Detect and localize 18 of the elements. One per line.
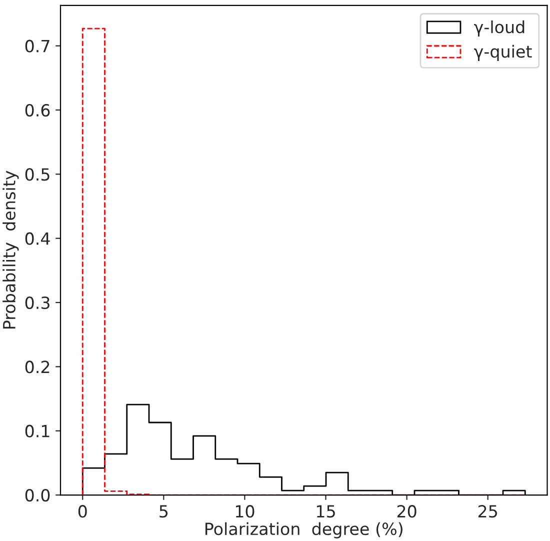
y-tick-label: 0.3 bbox=[25, 296, 50, 310]
y-tick-label: 0.2 bbox=[25, 360, 50, 374]
x-tick-label: 25 bbox=[478, 505, 497, 518]
y-tick-label: 0.4 bbox=[25, 232, 50, 245]
y-tick-label: 0.0 bbox=[25, 488, 50, 502]
x-tick-label: 0 bbox=[78, 505, 87, 518]
y-tick-label: 0.7 bbox=[25, 40, 50, 52]
x-axis-title: Polarization degree (%) bbox=[206, 522, 402, 538]
x-tick-label: 20 bbox=[397, 505, 416, 518]
y-tick-label: 0.5 bbox=[25, 168, 50, 181]
legend-label: γ-quiet bbox=[474, 44, 532, 62]
y-axis-title: Probability density bbox=[2, 170, 19, 328]
y-tick-label: 0.6 bbox=[25, 104, 50, 117]
x-tick-label: 10 bbox=[236, 505, 254, 518]
y-tick-label: 0.1 bbox=[25, 424, 50, 438]
legend-label: γ-loud bbox=[474, 20, 524, 37]
x-tick-label: 15 bbox=[316, 505, 335, 518]
x-tick-label: 5 bbox=[160, 505, 168, 518]
